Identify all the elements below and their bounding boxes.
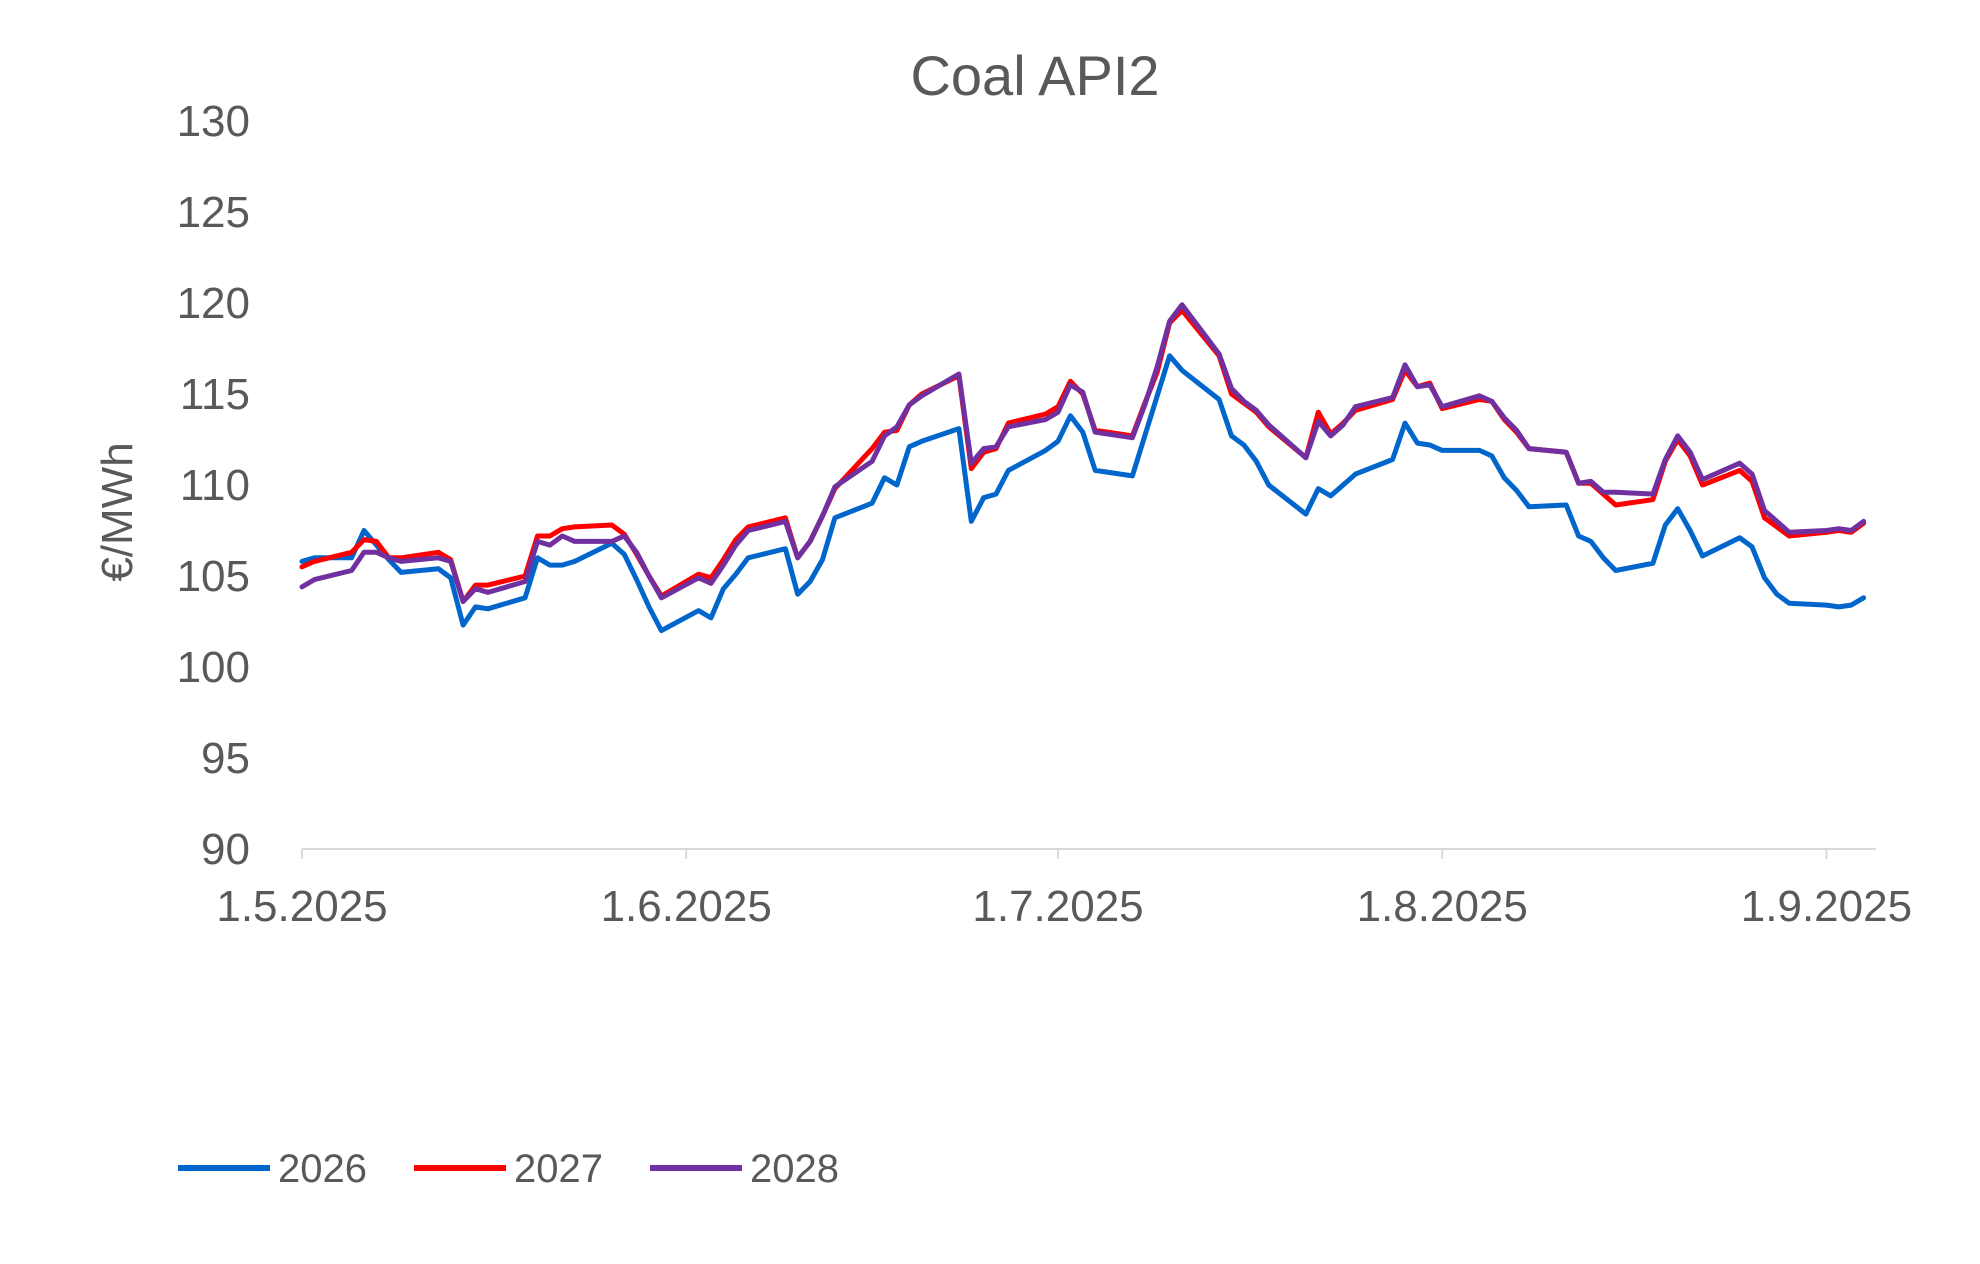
- legend-label-2027: 2027: [514, 1147, 603, 1191]
- legend: 2026 2027 2028: [178, 1147, 839, 1191]
- x-axis: 1.5.2025 1.6.2025 1.7.2025 1.8.2025 1.9.2025: [216, 848, 1912, 931]
- y-tick-label: 100: [177, 643, 250, 692]
- y-tick-label: 110: [180, 461, 250, 510]
- y-tick-label: 90: [201, 825, 250, 874]
- chart-title: Coal API2: [910, 44, 1159, 107]
- y-tick-label: 115: [180, 370, 250, 419]
- legend-label-2026: 2026: [278, 1147, 367, 1191]
- y-tick-label: 125: [177, 188, 250, 237]
- y-axis-label: €/MWh: [93, 442, 142, 581]
- y-tick-label: 105: [177, 552, 250, 601]
- x-tick-label: 1.8.2025: [1357, 882, 1528, 931]
- y-axis: 90 95 100 105 110 115 120 125 130: [177, 97, 250, 874]
- y-tick-label: 95: [201, 734, 250, 783]
- x-tick-label: 1.5.2025: [216, 882, 387, 931]
- legend-label-2028: 2028: [750, 1147, 839, 1191]
- y-tick-label: 130: [177, 97, 250, 146]
- series-line-2026: [299, 353, 1867, 634]
- y-tick-label: 120: [177, 279, 250, 328]
- x-tick-label: 1.6.2025: [601, 882, 772, 931]
- x-tick-label: 1.9.2025: [1741, 882, 1912, 931]
- series-line-2028: [299, 302, 1867, 604]
- x-tick-label: 1.7.2025: [972, 882, 1143, 931]
- plot-area: [299, 302, 1867, 634]
